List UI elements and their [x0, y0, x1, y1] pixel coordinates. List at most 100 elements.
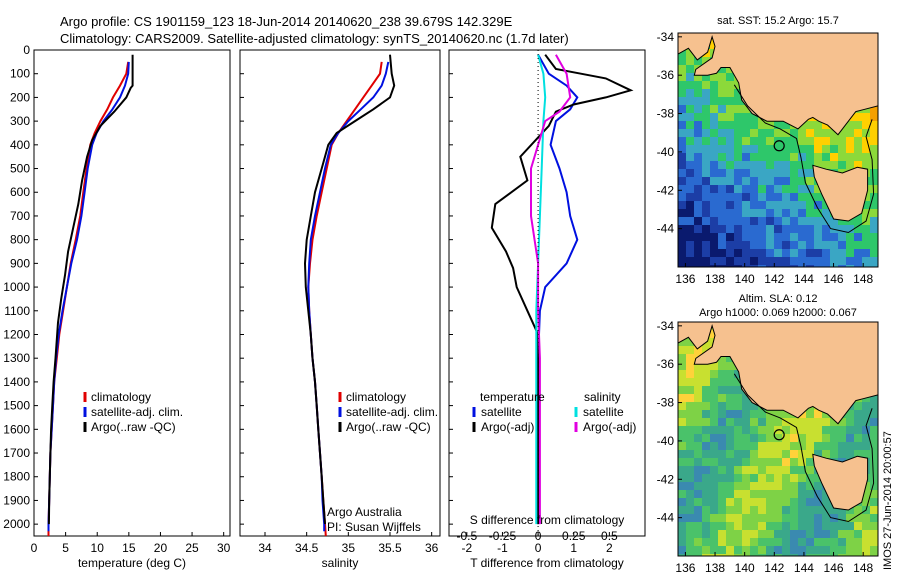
heatmap-cell	[726, 418, 735, 427]
map-sst-title: sat. SST: 15.2 Argo: 15.7	[717, 15, 839, 27]
heatmap-cell	[734, 386, 743, 395]
heatmap-cell	[790, 458, 799, 467]
heatmap-cell	[790, 418, 799, 427]
heatmap-cell	[862, 145, 871, 154]
heatmap-cell	[814, 522, 823, 531]
heatmap-cell	[798, 498, 807, 507]
heatmap-cell	[710, 418, 719, 427]
heatmap-cell	[766, 466, 775, 475]
heatmap-cell	[686, 418, 695, 427]
heatmap-cell	[710, 249, 719, 258]
heatmap-cell	[790, 434, 799, 443]
heatmap-cell	[734, 426, 743, 435]
heatmap-cell	[718, 265, 727, 267]
heatmap-cell	[806, 249, 815, 258]
heatmap-cell	[862, 241, 871, 250]
heatmap-cell	[782, 482, 791, 491]
heatmap-cell	[734, 161, 743, 170]
heatmap-cell	[790, 498, 799, 507]
heatmap-cell	[782, 538, 791, 547]
heatmap-cell	[854, 241, 863, 250]
heatmap-cell	[758, 145, 767, 154]
heatmap-cell	[734, 233, 743, 242]
heatmap-cell	[742, 506, 751, 515]
heatmap-cell	[870, 185, 878, 194]
x-tick-label-s: -0.5	[456, 529, 477, 543]
heatmap-cell	[718, 153, 727, 162]
heatmap-cell	[806, 418, 815, 427]
heatmap-cell	[806, 153, 815, 162]
heatmap-cell	[838, 434, 847, 443]
heatmap-cell	[718, 249, 727, 258]
heatmap-cell	[678, 442, 687, 451]
heatmap-cell	[814, 121, 823, 130]
heatmap-cell	[710, 137, 719, 146]
heatmap-cell	[718, 498, 727, 507]
heatmap-cell	[862, 498, 871, 507]
heatmap-cell	[686, 482, 695, 491]
heatmap-cell	[862, 225, 871, 234]
heatmap-cell	[686, 458, 695, 467]
heatmap-cell	[718, 121, 727, 130]
heatmap-cell	[702, 434, 711, 443]
heatmap-cell	[694, 97, 703, 106]
heatmap-cell	[782, 554, 791, 556]
heatmap-cell	[870, 177, 878, 186]
heatmap-cell	[718, 105, 727, 114]
heatmap-cell	[750, 514, 759, 523]
heatmap-cell	[694, 346, 703, 355]
heatmap-cell	[774, 185, 783, 194]
heatmap-cell	[686, 514, 695, 523]
heatmap-cell	[862, 522, 871, 531]
heatmap-cell	[862, 265, 871, 267]
heatmap-cell	[870, 129, 878, 138]
heatmap-cell	[774, 201, 783, 210]
heatmap-cell	[822, 257, 831, 266]
heatmap-cell	[750, 474, 759, 483]
heatmap-cell	[734, 458, 743, 467]
heatmap-cell	[750, 426, 759, 435]
heatmap-cell	[822, 514, 831, 523]
heatmap-cell	[782, 418, 791, 427]
heatmap-cell	[830, 233, 839, 242]
heatmap-cell	[734, 113, 743, 122]
heatmap-cell	[686, 249, 695, 258]
heatmap-cell	[830, 153, 839, 162]
heatmap-cell	[790, 249, 799, 258]
heatmap-cell	[790, 241, 799, 250]
heatmap-cell	[710, 370, 719, 379]
heatmap-cell	[702, 538, 711, 547]
x-axis-label-top: S difference from climatology	[470, 513, 625, 527]
heatmap-cell	[734, 145, 743, 154]
heatmap-cell	[710, 121, 719, 130]
heatmap-cell	[854, 418, 863, 427]
heatmap-cell	[846, 225, 855, 234]
heatmap-cell	[798, 554, 807, 556]
heatmap-cell	[862, 249, 871, 258]
heatmap-cell	[790, 193, 799, 202]
heatmap-cell	[814, 145, 823, 154]
heatmap-cell	[862, 538, 871, 547]
heatmap-cell	[774, 169, 783, 178]
heatmap-cell	[822, 209, 831, 218]
heatmap-cell	[742, 418, 751, 427]
heatmap-cell	[758, 410, 767, 419]
heatmap-cell	[694, 57, 703, 66]
heatmap-cell	[718, 522, 727, 531]
heatmap-cell	[694, 177, 703, 186]
heatmap-cell	[774, 450, 783, 459]
heatmap-cell	[758, 217, 767, 226]
heatmap-cell	[790, 145, 799, 154]
heatmap-cell	[790, 546, 799, 555]
series-line-3	[530, 54, 572, 525]
heatmap-cell	[830, 137, 839, 146]
heatmap-cell	[814, 482, 823, 491]
heatmap-cell	[694, 81, 703, 90]
heatmap-cell	[854, 153, 863, 162]
y-tick-label: 1300	[3, 351, 30, 365]
heatmap-cell	[870, 137, 878, 146]
heatmap-cell	[710, 185, 719, 194]
heatmap-cell	[686, 538, 695, 547]
heatmap-cell	[838, 257, 847, 266]
